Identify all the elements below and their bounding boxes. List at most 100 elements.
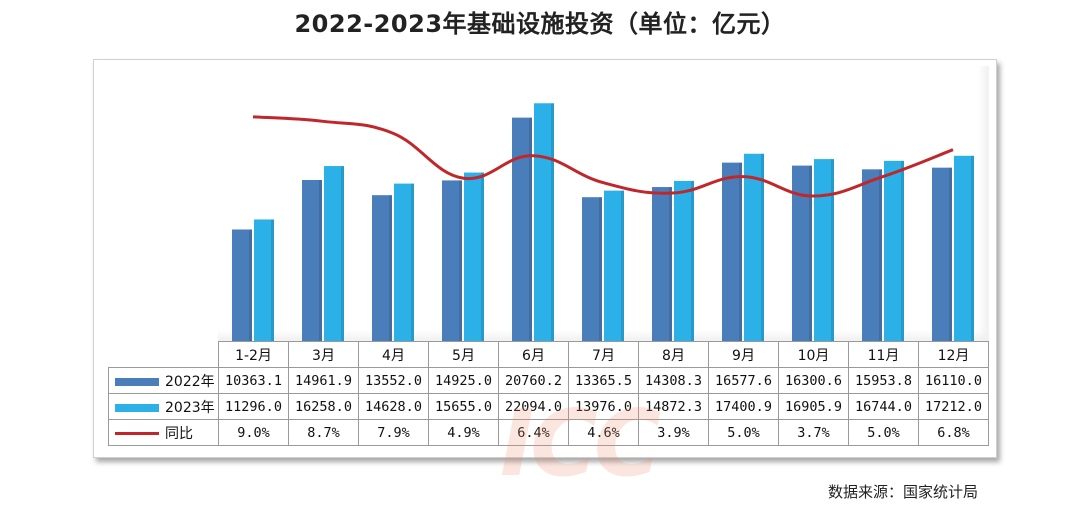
legend-label-0: 2022年	[165, 373, 215, 390]
data-label-0-10: 16110.0	[918, 367, 989, 394]
line-layer	[252, 115, 954, 198]
data-label-0-4: 20760.2	[498, 367, 569, 394]
bar-series1-2	[372, 195, 392, 341]
category-label-3: 5月	[428, 341, 499, 368]
data-table: 1-2月 3月 4月 5月 6月 7月 8月 9月 10月 11月 12月 2022年 10363.1 1…	[108, 341, 989, 446]
category-label-0: 1-2月	[218, 341, 289, 368]
data-label-0-2: 13552.0	[358, 367, 429, 394]
bar-shade-1-1	[341, 166, 344, 341]
category-label-7: 9月	[708, 341, 779, 368]
data-label-0-5: 13365.5	[568, 367, 639, 394]
data-label-2-5: 4.6%	[568, 419, 639, 446]
bar-series1-1	[302, 180, 322, 341]
bars-layer	[232, 103, 974, 342]
bar-series2-5	[604, 190, 624, 341]
legend-entry-2: 同比	[108, 419, 219, 446]
data-label-0-3: 14925.0	[428, 367, 499, 394]
bar-shade-1-3	[481, 172, 484, 341]
bar-series2-9	[884, 160, 904, 341]
bar-shade-1-5	[621, 190, 624, 341]
bar-series1-3	[442, 180, 462, 341]
bar-shade-0-2	[389, 195, 392, 341]
data-label-1-8: 16905.9	[778, 393, 849, 420]
table-header-row: 1-2月 3月 4月 5月 6月 7月 8月 9月 10月 11月 12月	[108, 341, 989, 368]
data-label-2-1: 8.7%	[288, 419, 359, 446]
data-label-1-0: 11296.0	[218, 393, 289, 420]
data-label-0-6: 14308.3	[638, 367, 709, 394]
bar-series1-9	[862, 169, 882, 341]
data-label-1-4: 22094.0	[498, 393, 569, 420]
source-note: 数据来源：国家统计局	[827, 483, 978, 501]
bar-shade-0-8	[809, 165, 812, 341]
bar-series1-4	[512, 117, 532, 342]
bar-series1-8	[792, 165, 812, 341]
data-label-0-0: 10363.1	[218, 367, 289, 394]
bar-shade-0-9	[879, 169, 882, 341]
data-label-1-2: 14628.0	[358, 393, 429, 420]
legend-swatch-0	[115, 377, 159, 386]
bar-series2-0	[254, 219, 274, 341]
data-label-1-5: 13976.0	[568, 393, 639, 420]
bar-series2-2	[394, 183, 414, 341]
bar-shade-1-2	[411, 183, 414, 341]
legend-swatch-2	[115, 432, 159, 435]
legend-entry-1: 2023年	[108, 393, 219, 420]
category-label-6: 8月	[638, 341, 709, 368]
bar-series2-3	[464, 172, 484, 341]
bar-shade-1-7	[761, 153, 764, 341]
bar-shade-1-9	[901, 160, 904, 341]
yoy-line	[252, 115, 954, 198]
category-label-10: 12月	[918, 341, 989, 368]
legend-label-2: 同比	[165, 425, 193, 442]
data-label-2-6: 3.9%	[638, 419, 709, 446]
data-label-2-7: 5.0%	[708, 419, 779, 446]
data-label-0-9: 15953.8	[848, 367, 919, 394]
bar-shade-0-6	[669, 187, 672, 341]
bar-shade-1-0	[271, 219, 274, 341]
bar-series2-8	[814, 159, 834, 341]
bar-series1-10	[932, 167, 952, 341]
table-row: 2022年 10363.1 14961.9 13552.0 14925.0 20760.2…	[108, 367, 989, 394]
table-row: 同比 9.0% 8.7% 7.9% 4.9% 6.4% 4.6% 3.9% 5.0% 3.7% 5.…	[108, 419, 989, 446]
bar-shade-0-10	[949, 167, 952, 341]
bar-shade-1-10	[971, 155, 974, 341]
data-label-2-9: 5.0%	[848, 419, 919, 446]
bar-series1-0	[232, 229, 252, 341]
bar-shade-0-7	[739, 162, 742, 341]
data-label-1-7: 17400.9	[708, 393, 779, 420]
bar-shade-0-4	[529, 117, 532, 342]
data-label-0-7: 16577.6	[708, 367, 779, 394]
bar-shade-1-6	[691, 180, 694, 341]
data-label-1-9: 16744.0	[848, 393, 919, 420]
bar-shade-0-0	[249, 229, 252, 341]
bar-series2-6	[674, 180, 694, 341]
chart-title: 2022-2023年基础设施投资（单位：亿元）	[294, 10, 786, 38]
bar-shade-1-4	[551, 103, 554, 342]
category-label-5: 7月	[568, 341, 639, 368]
bar-series2-10	[954, 155, 974, 341]
data-label-2-8: 3.7%	[778, 419, 849, 446]
data-label-1-1: 16258.0	[288, 393, 359, 420]
bar-series2-4	[534, 103, 554, 342]
data-label-2-10: 6.8%	[918, 419, 989, 446]
data-label-2-2: 7.9%	[358, 419, 429, 446]
data-label-2-0: 9.0%	[218, 419, 289, 446]
category-label-4: 6月	[498, 341, 569, 368]
bar-series1-5	[582, 197, 602, 341]
category-label-1: 3月	[288, 341, 359, 368]
category-label-9: 11月	[848, 341, 919, 368]
category-label-8: 10月	[778, 341, 849, 368]
bar-shade-1-8	[831, 159, 834, 341]
data-label-0-8: 16300.6	[778, 367, 849, 394]
bar-series1-7	[722, 162, 742, 341]
data-label-1-3: 15655.0	[428, 393, 499, 420]
bar-series2-7	[744, 153, 764, 341]
data-label-1-6: 14872.3	[638, 393, 709, 420]
bar-series2-1	[324, 166, 344, 341]
data-label-1-10: 17212.0	[918, 393, 989, 420]
data-label-2-3: 4.9%	[428, 419, 499, 446]
legend-swatch-1	[115, 403, 159, 412]
plot-area	[218, 66, 989, 341]
category-label-2: 4月	[358, 341, 429, 368]
